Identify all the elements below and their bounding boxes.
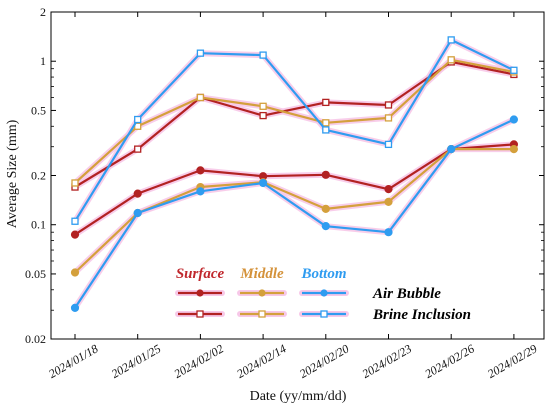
- legend-row-label-1: Brine Inclusion: [372, 307, 471, 323]
- data-point-surface-brine-3: [259, 111, 267, 120]
- legend-header-bottom: Bottom: [300, 266, 346, 282]
- y-tick-label: 1: [40, 54, 46, 68]
- x-tick-label: 2024/02/26: [422, 341, 476, 380]
- data-point-bottom-air-2: [196, 187, 205, 196]
- data-point-bottom-brine-7: [510, 66, 518, 74]
- data-point-middle-brine-0: [71, 179, 79, 187]
- data-point-bottom-air-6: [447, 145, 456, 154]
- y-tick-label: 2: [40, 5, 46, 19]
- y-tick-label: 0.05: [25, 267, 46, 281]
- legend-marker-middle-air: [258, 289, 266, 297]
- series-shadows: [72, 36, 517, 311]
- y-tick-label: 0.02: [25, 332, 46, 346]
- y-tick-label: 0.2: [31, 169, 46, 183]
- legend-marker-middle-brine: [258, 310, 266, 318]
- data-point-middle-brine-4: [322, 119, 330, 127]
- x-tick-label: 2024/01/25: [109, 341, 163, 380]
- data-point-middle-air-7: [509, 145, 519, 154]
- data-point-middle-brine-6: [447, 56, 455, 64]
- data-point-bottom-air-7: [509, 115, 519, 124]
- data-point-bottom-brine-6: [447, 36, 455, 44]
- y-axis-label: Average Size (mm): [5, 119, 20, 228]
- data-point-bottom-air-0: [70, 303, 80, 312]
- series-bottom-air: [70, 115, 519, 312]
- legend-header-middle: Middle: [239, 266, 284, 282]
- data-point-surface-brine-4: [322, 98, 330, 107]
- series-line-bottom-brine: [74, 38, 515, 222]
- data-point-surface-air-4: [321, 170, 330, 179]
- data-point-surface-air-1: [133, 189, 142, 198]
- legend-marker-bottom-brine: [320, 310, 328, 318]
- data-point-bottom-brine-2: [196, 49, 205, 57]
- legend-row-label-0: Air Bubble: [372, 286, 441, 302]
- data-point-middle-air-5: [384, 197, 393, 206]
- data-point-surface-air-5: [384, 185, 393, 194]
- x-tick-label: 2024/02/14: [234, 341, 288, 380]
- x-axis-label: Date (yy/mm/dd): [250, 389, 347, 404]
- x-tick-label: 2024/02/02: [172, 341, 226, 380]
- series-line-bottom-air: [74, 118, 515, 309]
- data-point-surface-brine-5: [384, 101, 393, 109]
- data-point-bottom-brine-4: [322, 126, 330, 134]
- y-tick-label: 0.1: [31, 218, 46, 232]
- data-point-bottom-air-1: [133, 208, 142, 218]
- data-point-bottom-air-4: [321, 222, 330, 231]
- data-point-surface-air-2: [196, 166, 205, 175]
- data-point-bottom-brine-3: [259, 51, 267, 59]
- data-point-middle-air-4: [321, 204, 330, 213]
- series-surface-air: [70, 140, 519, 239]
- data-point-middle-brine-5: [384, 114, 393, 122]
- x-tick-label: 2024/02/29: [485, 341, 539, 380]
- x-tick-label: 2024/02/23: [360, 341, 414, 380]
- data-point-middle-brine-3: [259, 102, 267, 110]
- series: [70, 36, 519, 312]
- legend: Surface Middle Bottom Air Bubble Brine Inclu…: [175, 266, 471, 323]
- series-bottom-brine: [71, 36, 518, 225]
- legend-marker-surface-brine: [196, 310, 204, 318]
- data-point-middle-brine-2: [196, 93, 205, 102]
- series-line-middle-brine: [74, 58, 515, 184]
- data-point-surface-air-0: [70, 230, 80, 239]
- y-tick-label: 0.5: [31, 103, 46, 117]
- x-tick-label: 2024/01/18: [46, 341, 100, 380]
- data-point-bottom-brine-5: [384, 140, 393, 149]
- series-line-surface-air: [74, 143, 514, 236]
- legend-marker-bottom-air: [320, 289, 328, 297]
- data-point-bottom-brine-0: [71, 217, 79, 225]
- x-tick-label: 2024/02/20: [297, 341, 351, 380]
- data-point-surface-brine-1: [134, 145, 142, 153]
- series-middle-brine: [71, 56, 518, 187]
- data-point-bottom-air-5: [384, 228, 393, 237]
- data-point-middle-air-0: [70, 268, 80, 277]
- data-point-bottom-air-3: [259, 178, 268, 188]
- data-point-bottom-brine-1: [134, 115, 142, 124]
- legend-marker-surface-air: [196, 289, 204, 297]
- legend-header-surface: Surface: [176, 266, 225, 282]
